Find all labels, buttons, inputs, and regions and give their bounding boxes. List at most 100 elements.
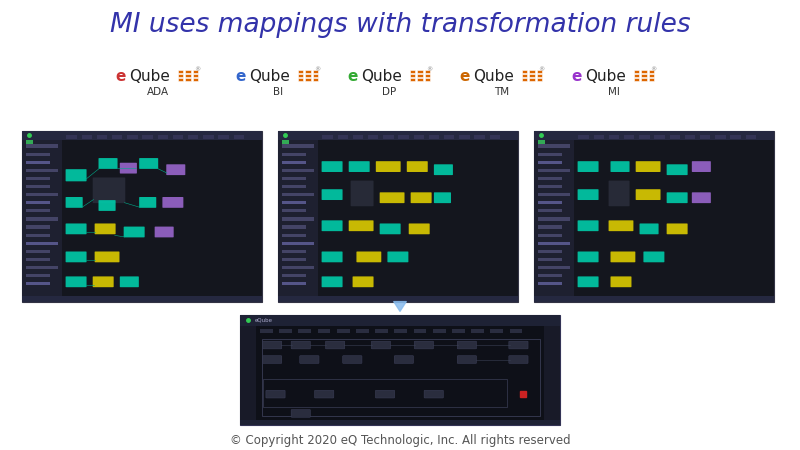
FancyBboxPatch shape <box>649 78 654 81</box>
FancyBboxPatch shape <box>594 135 604 139</box>
FancyBboxPatch shape <box>322 276 342 287</box>
FancyBboxPatch shape <box>410 70 415 73</box>
FancyBboxPatch shape <box>93 276 114 287</box>
Text: ®: ® <box>194 68 201 73</box>
Text: DP: DP <box>382 87 397 97</box>
FancyBboxPatch shape <box>522 74 527 77</box>
FancyBboxPatch shape <box>22 130 262 140</box>
FancyBboxPatch shape <box>414 341 434 349</box>
FancyBboxPatch shape <box>538 250 562 253</box>
FancyBboxPatch shape <box>26 153 50 156</box>
FancyBboxPatch shape <box>282 225 306 229</box>
Text: ®: ® <box>426 68 433 73</box>
Text: Qube: Qube <box>362 69 402 84</box>
FancyBboxPatch shape <box>634 78 639 81</box>
Text: MI: MI <box>608 87 619 97</box>
FancyBboxPatch shape <box>624 135 634 139</box>
FancyBboxPatch shape <box>538 217 570 220</box>
FancyBboxPatch shape <box>642 74 646 77</box>
FancyBboxPatch shape <box>282 234 306 237</box>
FancyBboxPatch shape <box>474 135 485 139</box>
FancyBboxPatch shape <box>262 341 282 349</box>
FancyBboxPatch shape <box>634 70 639 73</box>
FancyBboxPatch shape <box>282 153 306 156</box>
FancyBboxPatch shape <box>313 74 318 77</box>
FancyBboxPatch shape <box>578 135 589 139</box>
FancyBboxPatch shape <box>97 135 107 139</box>
FancyBboxPatch shape <box>26 225 50 229</box>
FancyBboxPatch shape <box>266 390 285 398</box>
FancyBboxPatch shape <box>139 197 156 208</box>
FancyBboxPatch shape <box>322 252 342 262</box>
FancyBboxPatch shape <box>279 328 292 333</box>
FancyBboxPatch shape <box>636 189 661 200</box>
FancyBboxPatch shape <box>685 135 695 139</box>
FancyBboxPatch shape <box>240 315 560 425</box>
FancyBboxPatch shape <box>730 135 741 139</box>
FancyBboxPatch shape <box>282 161 306 164</box>
FancyBboxPatch shape <box>282 185 306 188</box>
FancyBboxPatch shape <box>139 158 158 169</box>
FancyBboxPatch shape <box>282 258 306 261</box>
FancyArrowPatch shape <box>394 302 406 311</box>
FancyBboxPatch shape <box>66 135 77 139</box>
FancyBboxPatch shape <box>649 74 654 77</box>
FancyBboxPatch shape <box>66 197 82 208</box>
FancyBboxPatch shape <box>26 161 50 164</box>
FancyBboxPatch shape <box>313 78 318 81</box>
FancyBboxPatch shape <box>306 70 310 73</box>
FancyBboxPatch shape <box>643 252 664 262</box>
FancyBboxPatch shape <box>278 140 318 302</box>
FancyBboxPatch shape <box>66 276 86 287</box>
FancyBboxPatch shape <box>459 135 470 139</box>
FancyBboxPatch shape <box>291 410 310 417</box>
Text: Qube: Qube <box>474 69 514 84</box>
FancyBboxPatch shape <box>639 224 658 234</box>
FancyBboxPatch shape <box>458 356 477 364</box>
FancyBboxPatch shape <box>26 282 50 285</box>
FancyBboxPatch shape <box>22 140 62 302</box>
FancyBboxPatch shape <box>26 201 50 204</box>
FancyBboxPatch shape <box>349 220 374 231</box>
FancyBboxPatch shape <box>193 70 198 73</box>
FancyBboxPatch shape <box>538 266 570 269</box>
FancyBboxPatch shape <box>94 252 119 262</box>
FancyBboxPatch shape <box>452 328 465 333</box>
FancyBboxPatch shape <box>414 328 426 333</box>
FancyBboxPatch shape <box>234 135 244 139</box>
FancyBboxPatch shape <box>240 315 560 326</box>
FancyBboxPatch shape <box>534 130 774 140</box>
FancyBboxPatch shape <box>544 326 560 420</box>
Text: e: e <box>459 69 470 84</box>
FancyBboxPatch shape <box>22 296 262 302</box>
FancyBboxPatch shape <box>262 356 282 364</box>
FancyBboxPatch shape <box>537 70 542 73</box>
FancyBboxPatch shape <box>282 209 306 212</box>
FancyBboxPatch shape <box>278 130 518 302</box>
FancyBboxPatch shape <box>530 78 534 81</box>
FancyBboxPatch shape <box>409 224 430 234</box>
FancyBboxPatch shape <box>471 328 484 333</box>
FancyBboxPatch shape <box>357 252 382 262</box>
FancyBboxPatch shape <box>162 197 183 208</box>
Text: Qube: Qube <box>586 69 626 84</box>
FancyBboxPatch shape <box>398 135 409 139</box>
FancyBboxPatch shape <box>610 276 631 287</box>
FancyBboxPatch shape <box>538 144 570 148</box>
FancyBboxPatch shape <box>538 161 562 164</box>
Text: Qube: Qube <box>250 69 290 84</box>
FancyBboxPatch shape <box>509 341 528 349</box>
FancyBboxPatch shape <box>375 390 394 398</box>
FancyBboxPatch shape <box>26 217 58 220</box>
FancyBboxPatch shape <box>530 74 534 77</box>
FancyBboxPatch shape <box>609 180 630 206</box>
FancyBboxPatch shape <box>490 135 500 139</box>
FancyBboxPatch shape <box>538 140 545 144</box>
FancyBboxPatch shape <box>98 200 115 211</box>
FancyBboxPatch shape <box>458 341 477 349</box>
FancyBboxPatch shape <box>173 135 183 139</box>
FancyBboxPatch shape <box>534 140 574 302</box>
FancyBboxPatch shape <box>610 252 635 262</box>
FancyBboxPatch shape <box>410 192 432 203</box>
FancyBboxPatch shape <box>376 161 401 172</box>
